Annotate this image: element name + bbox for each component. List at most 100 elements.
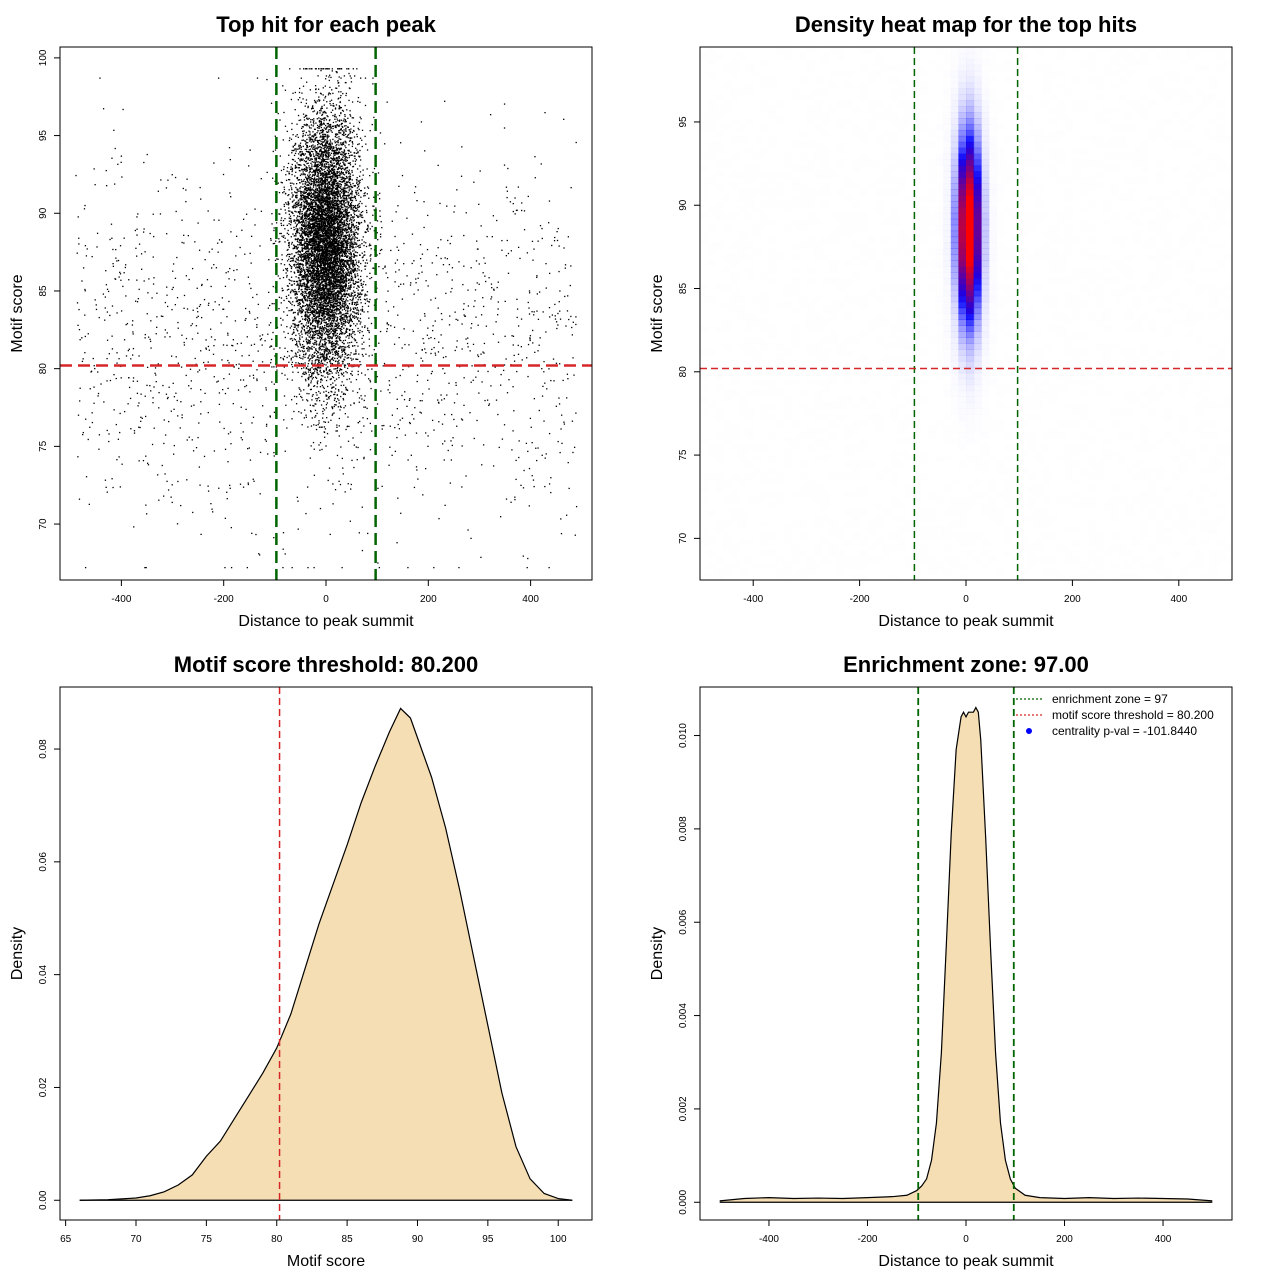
scatter-point: [319, 234, 321, 236]
scatter-point: [340, 123, 342, 126]
scatter-point: [360, 372, 363, 374]
scatter-point: [356, 68, 358, 70]
scatter-point: [340, 132, 342, 134]
scatter-point: [155, 374, 157, 376]
scatter-point: [321, 282, 323, 284]
scatter-point: [543, 420, 545, 422]
scatter-point: [342, 151, 344, 154]
scatter-point: [322, 271, 325, 274]
scatter-point: [320, 236, 322, 238]
scatter-point: [353, 283, 356, 285]
scatter-point: [477, 355, 480, 358]
scatter-point: [138, 426, 140, 428]
scatter-point: [328, 152, 331, 154]
scatter-point: [333, 154, 335, 156]
scatter-point: [492, 465, 495, 467]
scatter-point: [336, 87, 338, 89]
scatter-point: [333, 236, 335, 238]
scatter-point: [317, 351, 319, 354]
scatter-point: [450, 440, 452, 442]
scatter-point: [360, 270, 363, 272]
scatter-point: [357, 317, 359, 319]
scatter-point: [315, 308, 317, 311]
scatter-point: [369, 379, 371, 382]
scatter-point: [84, 566, 87, 569]
scatter-point: [469, 412, 471, 414]
scatter-point: [306, 208, 309, 211]
scatter-point: [328, 186, 330, 189]
scatter-point: [132, 347, 135, 350]
scatter-point: [327, 276, 330, 278]
scatter-point: [364, 268, 366, 270]
scatter-point: [566, 373, 569, 375]
scatter-point: [295, 264, 298, 266]
scatter-point: [428, 388, 430, 390]
scatter-point: [147, 292, 149, 294]
scatter-point: [283, 168, 285, 171]
scatter-point: [347, 353, 349, 356]
scatter-point: [542, 311, 544, 313]
scatter-point: [318, 397, 320, 399]
scatter-point: [541, 227, 543, 230]
scatter-point: [264, 438, 266, 441]
scatter-point: [233, 269, 235, 272]
scatter-point: [193, 404, 195, 406]
scatter-point: [350, 294, 352, 296]
scatter-point: [346, 239, 348, 241]
scatter-point: [453, 402, 456, 404]
scatter-point: [420, 121, 423, 123]
scatter-point: [333, 318, 335, 320]
scatter-point: [308, 279, 311, 282]
scatter-point: [318, 284, 320, 287]
scatter-point: [370, 387, 372, 390]
scatter-point: [306, 253, 309, 255]
scatter-point: [544, 382, 546, 384]
scatter-point: [323, 298, 325, 300]
scatter-point: [308, 376, 310, 378]
scatter-point: [381, 428, 383, 430]
scatter-point: [119, 273, 122, 275]
scatter-point: [308, 228, 311, 230]
scatter-point: [537, 350, 539, 352]
scatter-point: [197, 371, 199, 373]
scatter-point: [302, 205, 304, 207]
scatter-point: [313, 300, 316, 303]
scatter-point: [336, 357, 339, 360]
scatter-point: [299, 211, 301, 213]
scatter-point: [334, 188, 337, 190]
scatter-point: [316, 383, 319, 385]
scatter-point: [146, 462, 149, 464]
scatter-point: [305, 276, 307, 278]
scatter-point: [308, 125, 310, 127]
scatter-point: [337, 125, 340, 127]
scatter-point: [300, 271, 303, 273]
scatter-point: [300, 346, 303, 349]
scatter-point: [147, 464, 150, 466]
scatter-point: [312, 144, 314, 146]
scatter-point: [320, 360, 323, 363]
scatter-point: [324, 338, 327, 341]
scatter-point: [332, 386, 334, 388]
scatter-point: [348, 257, 351, 260]
scatter-point: [290, 138, 293, 140]
scatter-point: [185, 374, 187, 377]
scatter-point: [328, 195, 331, 197]
scatter-point: [326, 107, 328, 109]
scatter-point: [317, 196, 320, 198]
scatter-point: [381, 485, 383, 488]
scatter-point: [398, 285, 400, 288]
scatter-point: [143, 161, 145, 164]
scatter-point: [254, 208, 256, 210]
scatter-point: [239, 483, 242, 485]
scatter-point: [327, 421, 330, 423]
scatter-point: [249, 459, 252, 461]
scatter-point: [356, 149, 358, 151]
scatter-point: [169, 336, 171, 338]
scatter-point: [441, 318, 443, 321]
scatter-point: [335, 384, 337, 386]
scatter-point: [180, 366, 183, 368]
scatter-point: [362, 174, 364, 176]
scatter-point: [318, 192, 321, 194]
scatter-point: [564, 264, 567, 266]
scatter-point: [335, 345, 337, 348]
